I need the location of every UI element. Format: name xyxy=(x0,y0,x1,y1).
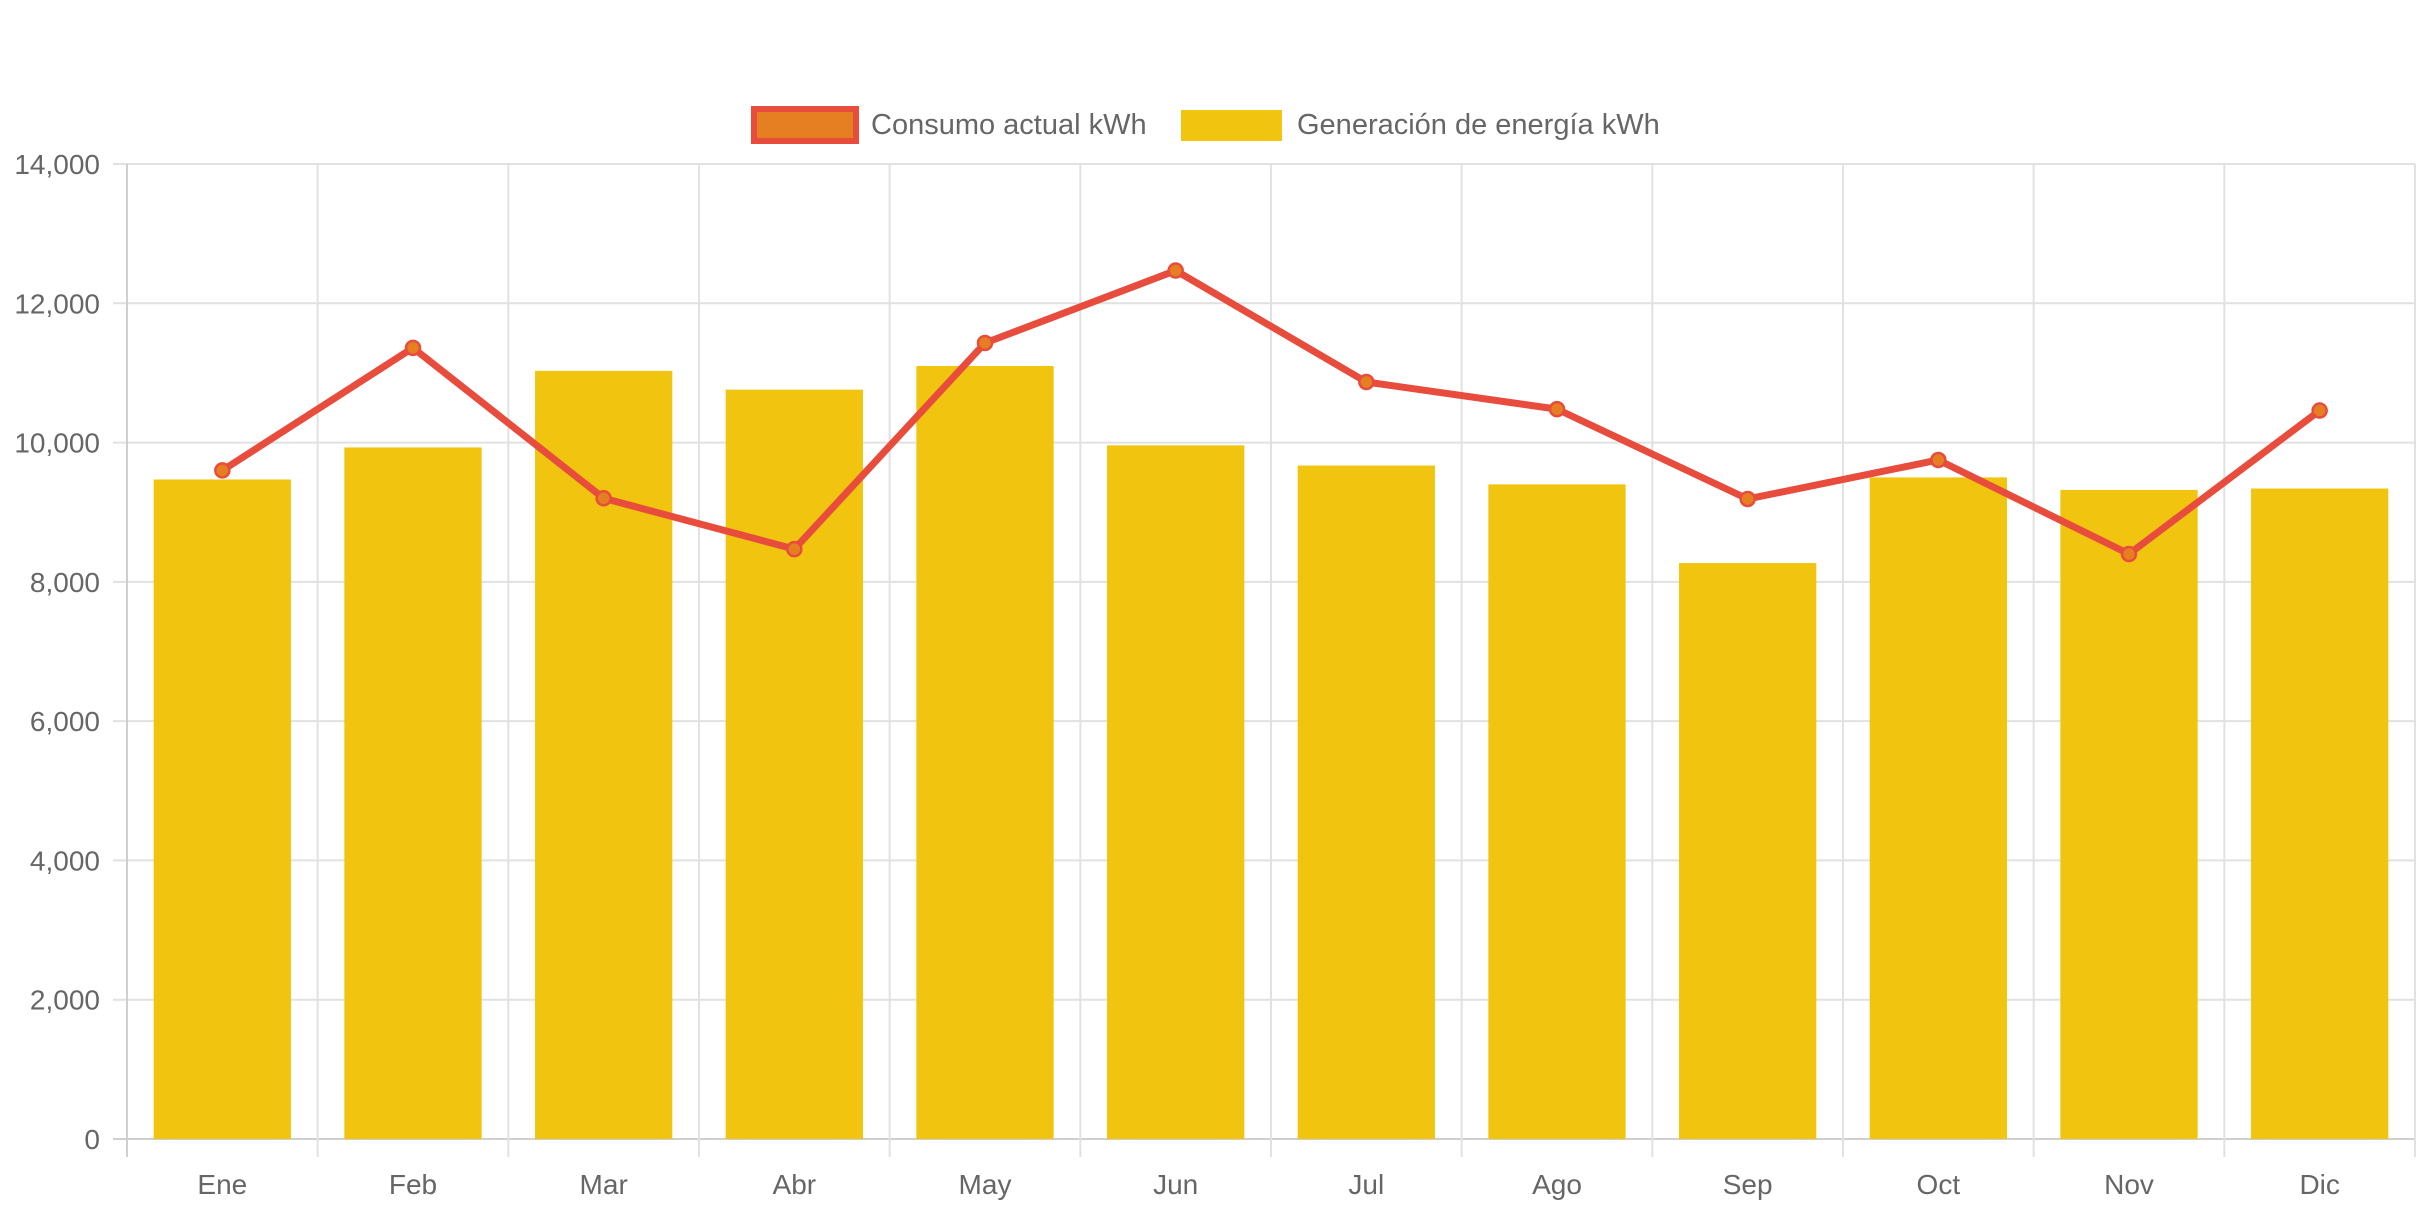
y-axis: 0 2,000 4,000 6,000 8,000 10,000 12,000 14,000 xyxy=(14,149,100,1155)
line-point-jul[interactable] xyxy=(1358,373,1375,391)
bar-feb[interactable] xyxy=(344,447,482,1140)
line-point-may[interactable] xyxy=(976,334,994,352)
legend-swatch-generacion xyxy=(1181,110,1282,141)
legend-swatch-consumo xyxy=(751,106,859,144)
bar-jun[interactable] xyxy=(1107,445,1245,1139)
line-point-ene[interactable] xyxy=(214,462,231,479)
y-tick-label: 2,000 xyxy=(30,985,100,1016)
bar-abr[interactable] xyxy=(725,389,863,1140)
y-tick-label: 6,000 xyxy=(30,706,100,737)
legend-label-generacion: Generación de energía kWh xyxy=(1297,109,1660,141)
line-point-jun[interactable] xyxy=(1167,262,1184,279)
line-point-ago[interactable] xyxy=(1548,400,1566,418)
x-tick-label: Abr xyxy=(773,1169,817,1200)
y-tick-label: 4,000 xyxy=(30,845,100,876)
x-tick-label: Jun xyxy=(1153,1169,1198,1200)
bar-ene[interactable] xyxy=(153,479,291,1139)
x-tick-label: Nov xyxy=(2104,1169,2154,1200)
bar-sep[interactable] xyxy=(1679,563,1817,1139)
y-tick-label: 8,000 xyxy=(30,567,100,598)
x-tick-label: Ago xyxy=(1532,1169,1582,1200)
y-tick-label: 12,000 xyxy=(14,288,100,319)
legend-item-generacion[interactable]: Generación de energía kWh xyxy=(1181,109,1660,141)
y-tick-label: 14,000 xyxy=(14,149,100,180)
x-tick-label: Mar xyxy=(580,1169,628,1200)
bar-series-generacion xyxy=(153,365,2389,1140)
grid-lines xyxy=(113,163,2416,1157)
bar-mar[interactable] xyxy=(535,370,673,1139)
legend: Consumo actual kWh Generación de energía… xyxy=(751,106,1660,144)
x-tick-label: Sep xyxy=(1723,1169,1773,1200)
line-point-dic[interactable] xyxy=(2311,402,2328,419)
line-point-abr[interactable] xyxy=(786,540,803,558)
x-tick-label: May xyxy=(959,1169,1012,1200)
line-point-nov[interactable] xyxy=(2120,545,2138,563)
y-tick-label: 10,000 xyxy=(14,428,100,459)
line-point-oct[interactable] xyxy=(1930,451,1947,469)
line-series-consumo xyxy=(214,262,2328,563)
bar-may[interactable] xyxy=(916,365,1054,1139)
x-tick-label: Feb xyxy=(389,1169,437,1200)
x-tick-label: Jul xyxy=(1348,1169,1384,1200)
bar-jul[interactable] xyxy=(1297,465,1435,1139)
line-point-sep[interactable] xyxy=(1739,490,1756,508)
y-tick-label: 0 xyxy=(84,1124,100,1155)
x-tick-label: Dic xyxy=(2299,1169,2339,1200)
line-point-mar[interactable] xyxy=(595,490,612,507)
x-tick-label: Ene xyxy=(197,1169,247,1200)
x-tick-label: Oct xyxy=(1917,1169,1961,1200)
x-axis: Ene Feb Mar Abr May Jun Jul Ago Sep Oct Nov Dic xyxy=(197,1169,2339,1200)
bar-ago[interactable] xyxy=(1488,484,1626,1139)
legend-item-consumo[interactable]: Consumo actual kWh xyxy=(751,106,1147,144)
bar-oct[interactable] xyxy=(1869,477,2007,1140)
legend-label-consumo: Consumo actual kWh xyxy=(871,109,1147,141)
bar-dic[interactable] xyxy=(2251,488,2389,1139)
line-point-feb[interactable] xyxy=(404,339,422,357)
bar-nov[interactable] xyxy=(2060,489,2198,1139)
line-path-consumo xyxy=(220,267,2322,558)
